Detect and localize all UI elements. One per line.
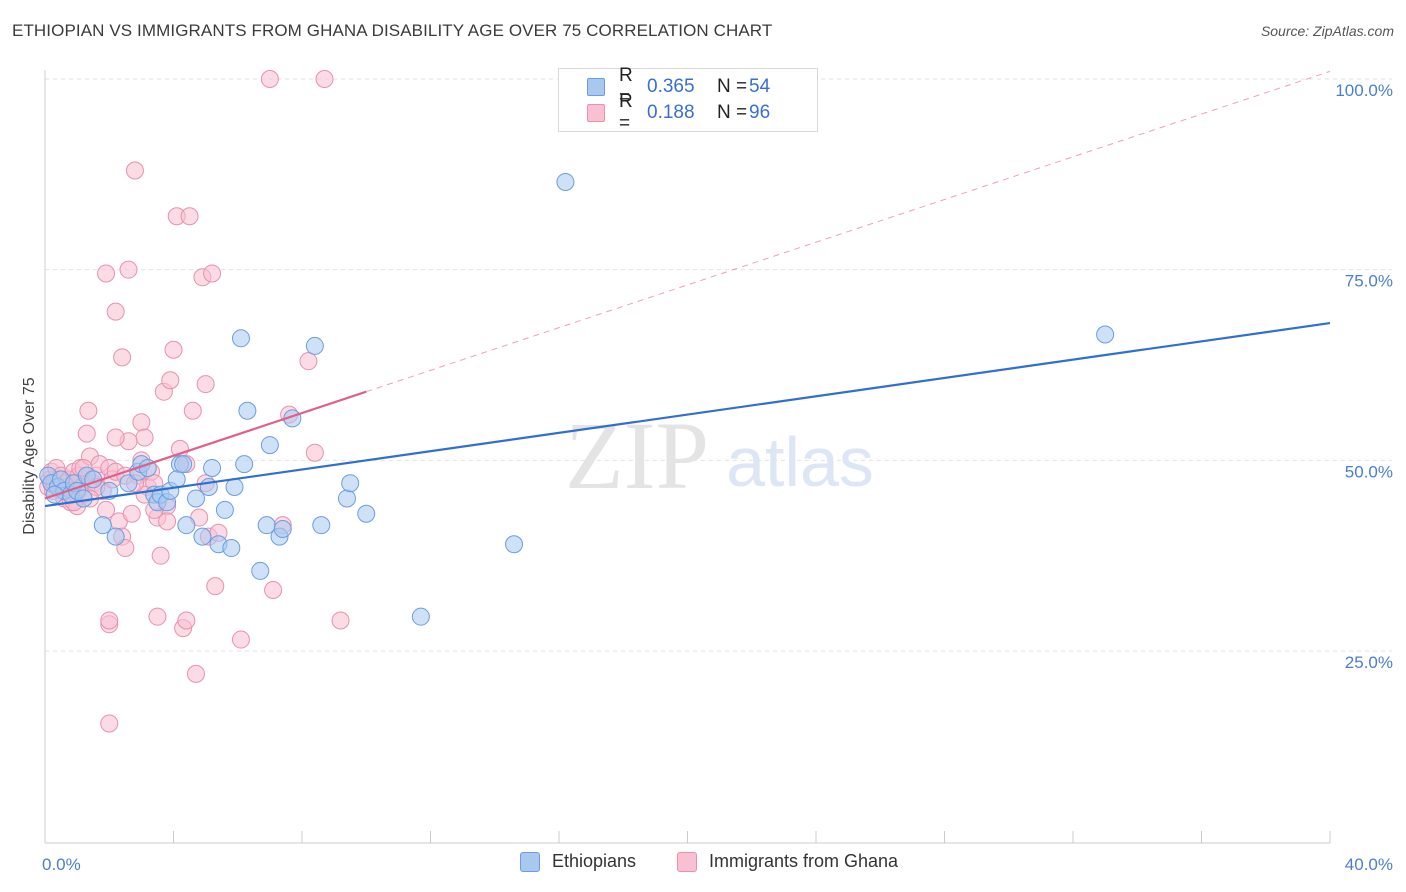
point-ghana — [79, 401, 98, 420]
point-ethiopians — [93, 516, 112, 535]
point-ethiopians — [193, 527, 212, 546]
point-ghana — [135, 428, 154, 447]
point-ethiopians — [215, 500, 234, 519]
point-ghana — [331, 611, 350, 630]
point-ethiopians — [260, 436, 279, 455]
point-ghana — [177, 611, 196, 630]
point-ethiopians — [222, 539, 241, 558]
point-ghana — [206, 577, 225, 596]
legend-swatch-ghana — [677, 851, 697, 872]
legend-label-ethiopians: Ethiopians — [552, 851, 637, 871]
legend-swatch-pink — [587, 104, 605, 122]
point-ethiopians — [231, 329, 250, 348]
point-ethiopians — [357, 504, 376, 523]
x-tick-label: 40.0% — [1345, 855, 1393, 874]
legend-n-value: 54 — [749, 76, 771, 97]
point-ethiopians — [177, 516, 196, 535]
legend-swatch-ethiopians — [520, 851, 540, 872]
series-legend: Ethiopians Immigrants from Ghana — [0, 851, 1406, 877]
point-ethiopians — [556, 172, 575, 191]
legend-row-ghana: R = 0.188 N = 96 — [587, 91, 771, 134]
point-ghana — [203, 264, 222, 283]
point-ghana — [196, 375, 215, 394]
point-ethiopians — [238, 401, 257, 420]
point-ethiopians — [411, 607, 430, 626]
point-ethiopians — [1096, 325, 1115, 344]
point-ethiopians — [337, 489, 356, 508]
point-ghana — [119, 260, 138, 279]
point-ghana — [315, 70, 334, 88]
watermark-zip: ZIP — [565, 402, 709, 509]
x-tick-label: 0.0% — [42, 855, 81, 874]
point-ghana — [148, 607, 167, 626]
point-ghana — [106, 428, 125, 447]
point-ghana — [183, 401, 202, 420]
legend-r-label: R = — [619, 91, 633, 134]
point-ethiopians — [505, 535, 524, 554]
legend-n-value: 96 — [749, 102, 771, 123]
trend-line-ghana — [44, 390, 367, 500]
legend-r-value: 0.365 — [647, 76, 695, 97]
point-ghana — [100, 714, 119, 733]
trend-line-ghana-extension — [366, 70, 1331, 393]
legend-n-label: N = — [717, 102, 748, 123]
point-ghana — [122, 504, 141, 523]
point-ethiopians — [341, 474, 360, 493]
y-tick-label: 25.0% — [1345, 653, 1393, 672]
point-ghana — [161, 371, 180, 390]
point-ethiopians — [203, 458, 222, 477]
point-ghana — [305, 443, 324, 462]
legend-swatch-blue — [587, 78, 605, 96]
y-tick-label: 50.0% — [1345, 462, 1393, 481]
point-ethiopians — [74, 489, 93, 508]
point-ethiopians — [167, 470, 186, 489]
point-ghana — [231, 630, 250, 649]
stats-legend: R = 0.365 N = 54 R = 0.188 N = 96 — [558, 65, 818, 134]
legend-n-label: N = — [717, 76, 748, 97]
chart-title: ETHIOPIAN VS IMMIGRANTS FROM GHANA DISAB… — [12, 21, 773, 40]
point-ethiopians — [251, 561, 270, 580]
point-ghana — [186, 664, 205, 683]
point-ethiopians — [186, 489, 205, 508]
point-ghana — [125, 161, 144, 180]
legend-row-ethiopians: R = 0.365 N = 54 — [587, 65, 771, 108]
watermark-atlas: atlas — [726, 423, 874, 501]
point-ghana — [132, 413, 151, 432]
point-ethiopians — [235, 455, 254, 474]
legend-r-value: 0.188 — [647, 102, 695, 123]
point-ghana — [113, 348, 132, 367]
point-ghana — [158, 512, 177, 531]
point-ethiopians — [273, 519, 292, 538]
point-ghana — [77, 424, 96, 443]
point-ghana — [164, 340, 183, 359]
legend-item-ethiopians: Ethiopians — [520, 851, 636, 872]
point-ghana — [106, 302, 125, 321]
point-ethiopians — [106, 527, 125, 546]
point-ethiopians — [305, 336, 324, 355]
point-ghana — [260, 70, 279, 88]
point-ghana — [264, 580, 283, 599]
y-axis-label: Disability Age Over 75 — [21, 377, 38, 535]
point-ghana — [151, 546, 170, 565]
point-ethiopians — [225, 478, 244, 497]
point-ghana — [100, 611, 119, 630]
y-tick-label: 100.0% — [1335, 81, 1393, 100]
legend-r-label: R = — [619, 65, 633, 108]
point-ethiopians — [174, 455, 193, 474]
legend-item-ghana: Immigrants from Ghana — [677, 851, 898, 872]
trend-line-ethiopians — [44, 321, 1331, 508]
legend-label-ghana: Immigrants from Ghana — [709, 851, 899, 871]
point-ethiopians — [312, 516, 331, 535]
point-ghana — [299, 352, 318, 371]
point-ghana — [97, 264, 116, 283]
y-tick-label: 75.0% — [1345, 272, 1393, 291]
point-ghana — [180, 207, 199, 226]
chart-source: Source: ZipAtlas.com — [1260, 23, 1394, 39]
point-ethiopians — [100, 481, 119, 500]
